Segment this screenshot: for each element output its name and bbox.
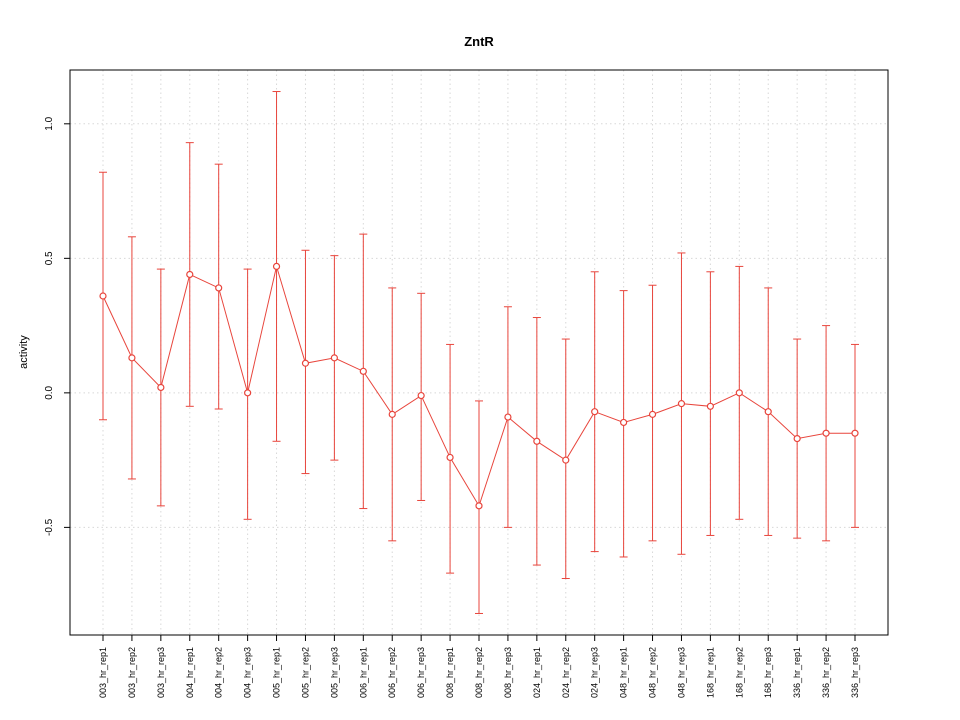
data-point (99, 292, 107, 300)
data-point (244, 389, 252, 397)
x-tick-label: 168_hr_rep1 (705, 647, 715, 698)
x-tick-label: 168_hr_rep2 (734, 647, 744, 698)
data-series (99, 91, 859, 614)
x-tick-label: 006_hr_rep2 (387, 647, 397, 698)
data-point (706, 402, 714, 410)
data-point (533, 437, 541, 445)
gridlines (70, 70, 888, 635)
data-point (677, 400, 686, 408)
data-point (272, 262, 281, 271)
data-point (446, 453, 454, 462)
x-tick-label: 008_hr_rep3 (503, 647, 513, 698)
x-tick-label: 006_hr_rep1 (358, 647, 368, 698)
data-point (388, 410, 396, 418)
x-tick-label: 024_hr_rep2 (561, 647, 571, 698)
data-point (186, 270, 194, 279)
data-point (330, 354, 338, 362)
x-tick-label: 048_hr_rep1 (619, 647, 629, 698)
y-tick-label: 0.5 (44, 251, 55, 265)
x-tick-label: 008_hr_rep1 (445, 647, 455, 698)
x-tick-label: 005_hr_rep2 (300, 647, 310, 698)
data-point (128, 354, 136, 362)
data-point (562, 456, 570, 464)
y-tick-label: -0.5 (44, 518, 55, 536)
data-point (504, 413, 512, 421)
data-point (359, 367, 367, 375)
x-tick-label: 336_hr_rep3 (850, 647, 860, 698)
data-point (648, 410, 657, 418)
data-point (301, 359, 310, 367)
y-axis-label: activity (18, 335, 30, 369)
x-tick-label: 006_hr_rep3 (416, 647, 426, 698)
x-tick-label: 003_hr_rep1 (98, 647, 108, 698)
x-tick-label: 024_hr_rep3 (590, 647, 600, 698)
data-point (620, 418, 628, 427)
data-point (157, 383, 165, 392)
data-point (417, 391, 425, 400)
chart-title: ZntR (464, 34, 494, 49)
data-point (591, 408, 599, 416)
data-point (822, 429, 830, 437)
y-tick-label: 1.0 (44, 116, 55, 130)
data-point (215, 284, 223, 292)
x-tick-label: 004_hr_rep1 (185, 647, 195, 698)
x-tick-label: 004_hr_rep3 (243, 647, 253, 698)
data-point (793, 434, 801, 443)
data-point (851, 429, 859, 437)
x-tick-label: 024_hr_rep1 (532, 647, 542, 698)
y-tick-label: 0.0 (44, 385, 55, 399)
data-point (764, 408, 772, 416)
x-tick-label: 003_hr_rep2 (127, 647, 137, 698)
x-tick-label: 008_hr_rep2 (474, 647, 484, 698)
x-tick-label: 048_hr_rep2 (648, 647, 658, 698)
data-point (735, 389, 743, 397)
x-tick-label: 003_hr_rep3 (156, 647, 166, 698)
x-tick-label: 048_hr_rep3 (676, 647, 686, 698)
x-tick-label: 005_hr_rep3 (329, 647, 339, 698)
axes: -0.5 0.0 0.5 1.0 003_hr_rep1 003_hr_rep2 003_h… (44, 69, 889, 698)
x-tick-label: 336_hr_rep1 (792, 647, 802, 698)
x-tick-label: 005_hr_rep1 (272, 647, 282, 698)
x-tick-label: 168_hr_rep3 (763, 647, 773, 698)
data-point (475, 502, 483, 510)
x-tick-label: 336_hr_rep2 (821, 647, 831, 698)
x-tick-label: 004_hr_rep2 (214, 647, 224, 698)
